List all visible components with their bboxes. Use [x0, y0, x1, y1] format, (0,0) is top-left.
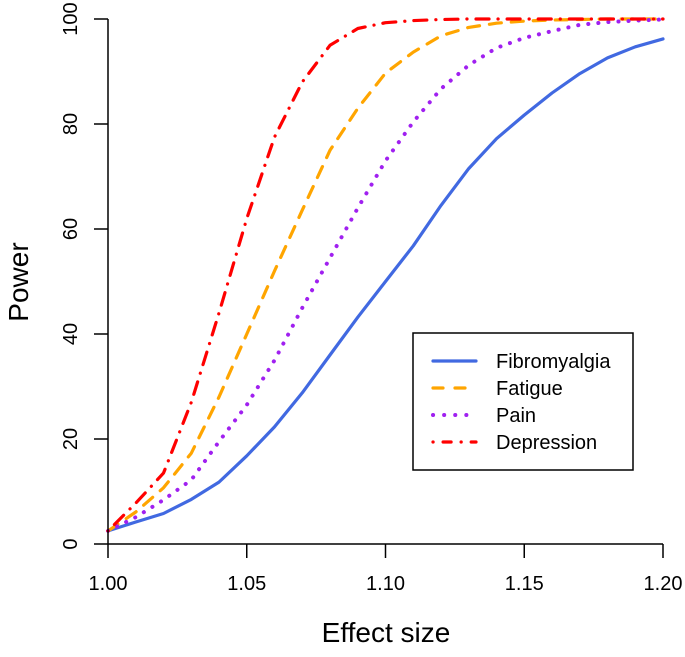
legend-label: Pain	[496, 405, 536, 427]
y-tick-label: 80	[60, 113, 82, 135]
legend-box	[412, 332, 634, 471]
legend-item-fatigue: Fatigue	[431, 378, 563, 400]
plot-lines	[106, 17, 665, 533]
y-tick-label: 60	[60, 218, 82, 240]
y-tick-label: 0	[60, 538, 82, 549]
legend: Fibromyalgia Fatigue Pain Depression	[412, 332, 634, 471]
legend-label: Depression	[496, 432, 597, 454]
legend-label: Fibromyalgia	[496, 351, 611, 373]
x-tick-label: 1.20	[644, 573, 683, 595]
legend-label: Fatigue	[496, 378, 563, 400]
y-tick-label: 20	[60, 428, 82, 450]
x-tick-label: 1.05	[227, 573, 266, 595]
y-axis: 0 20 40 60 80 100	[60, 2, 109, 550]
x-axis: 1.00 1.05 1.10 1.15 1.20	[89, 543, 683, 595]
y-axis-title: Power	[3, 242, 34, 321]
series-line-depression	[106, 17, 665, 533]
legend-item-pain: Pain	[431, 405, 536, 427]
legend-item-depression: Depression	[431, 432, 597, 454]
x-tick-label: 1.00	[89, 573, 128, 595]
series-line-fatigue	[106, 17, 665, 533]
y-tick-label: 100	[60, 2, 82, 35]
y-tick-label: 40	[60, 323, 82, 345]
x-axis-title: Effect size	[322, 617, 451, 648]
series-line-fibromyalgia	[106, 37, 665, 533]
x-tick-label: 1.10	[366, 573, 405, 595]
legend-item-fibromyalgia: Fibromyalgia	[431, 351, 611, 373]
x-tick-label: 1.15	[505, 573, 544, 595]
